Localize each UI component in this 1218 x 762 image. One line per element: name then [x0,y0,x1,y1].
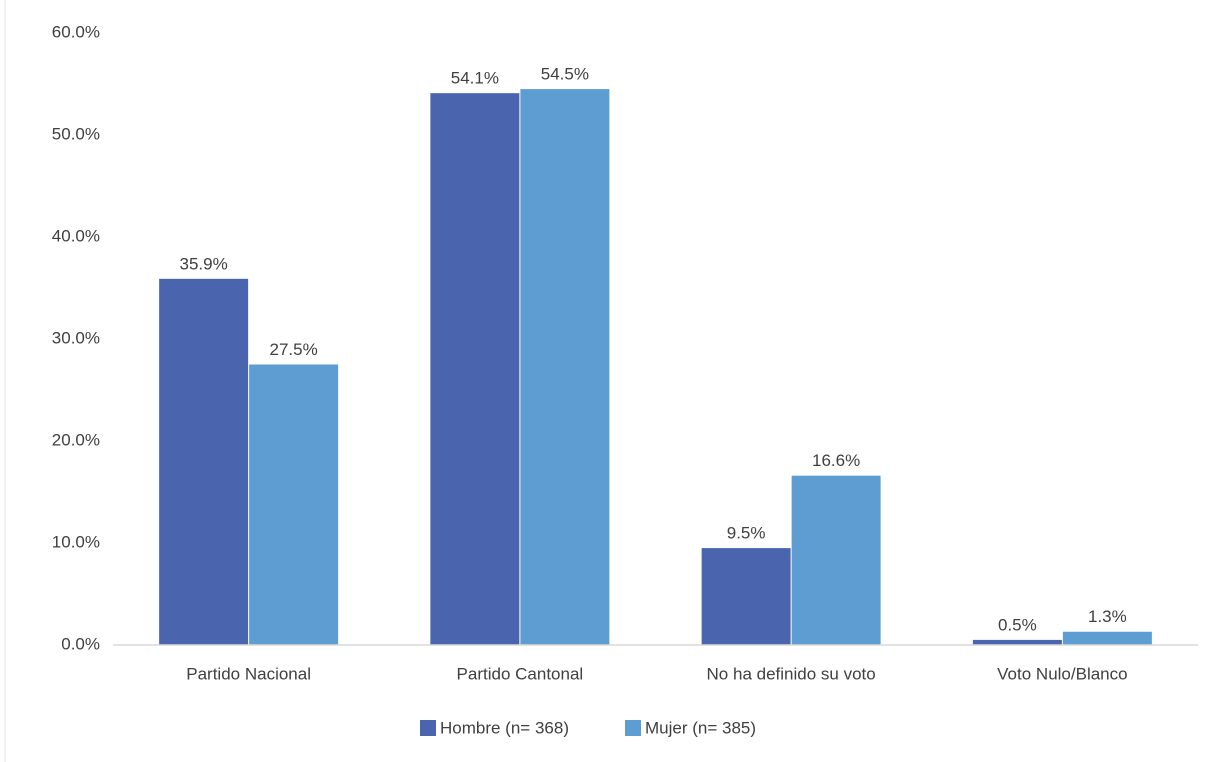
data-label: 27.5% [270,340,318,359]
data-label: 0.5% [998,615,1037,634]
bar [520,89,610,646]
bar [249,364,339,645]
x-tick-label: Voto Nulo/Blanco [997,664,1127,683]
legend-swatch [420,720,436,736]
legend-label: Mujer (n= 385) [645,718,756,737]
x-tick-label: Partido Cantonal [457,664,584,683]
y-tick-label: 40.0% [52,226,100,245]
y-tick-label: 50.0% [52,124,100,143]
y-tick-label: 20.0% [52,430,100,449]
y-tick-label: 60.0% [52,22,100,41]
data-label: 54.5% [541,65,589,84]
data-label: 9.5% [727,524,766,543]
bar [159,278,249,645]
bar [791,475,881,645]
data-label: 16.6% [812,451,860,470]
data-label: 35.9% [180,254,228,273]
y-tick-label: 10.0% [52,532,100,551]
data-label: 1.3% [1088,607,1127,626]
bar [1062,631,1152,645]
bar [701,548,791,645]
x-tick-label: No ha definido su voto [707,664,876,683]
legend-swatch [625,720,641,736]
x-tick-label: Partido Nacional [186,664,311,683]
bar [972,639,1062,645]
y-tick-label: 0.0% [61,634,100,653]
bar [430,93,520,646]
y-tick-label: 30.0% [52,328,100,347]
legend-label: Hombre (n= 368) [440,718,569,737]
data-label: 54.1% [451,69,499,88]
